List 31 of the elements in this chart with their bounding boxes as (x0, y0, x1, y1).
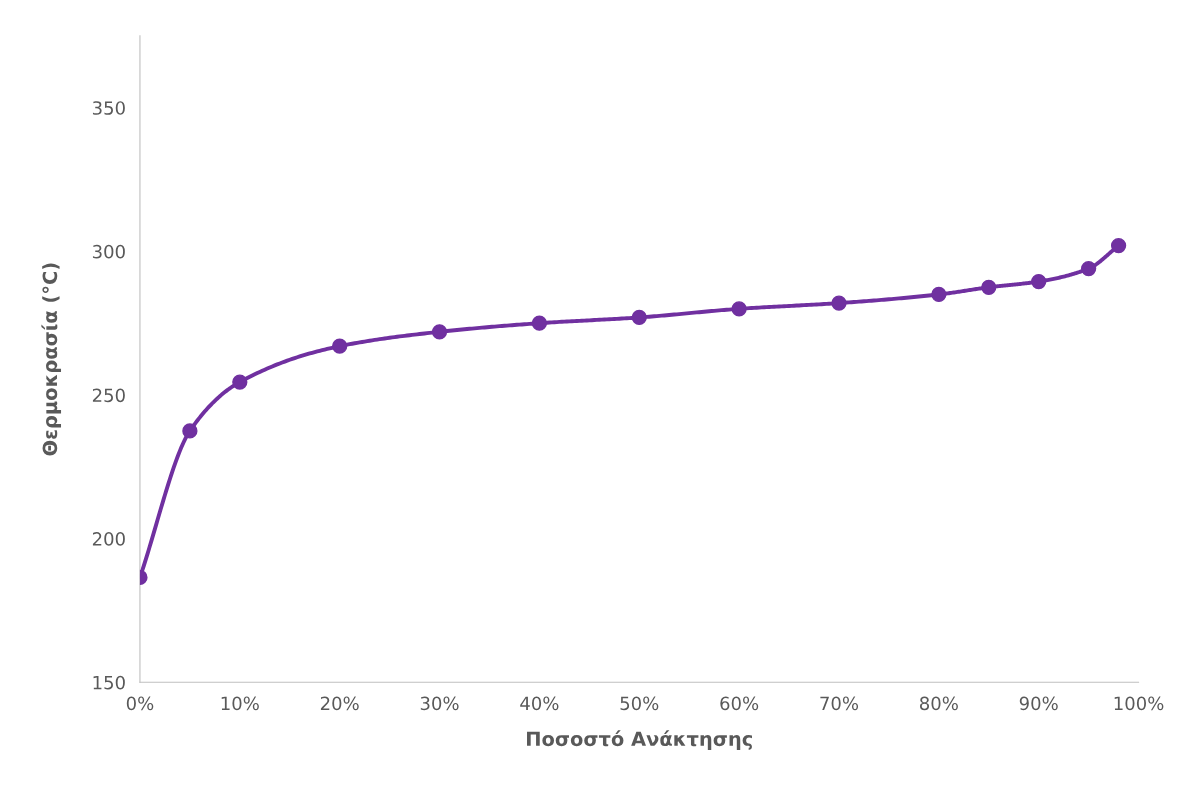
y-tick-label: 350 (92, 101, 125, 115)
x-axis-title: Ποσοστό Ανάκτησης (527, 730, 752, 750)
point (981, 279, 997, 295)
x-tick-label: 10% (221, 696, 259, 711)
x-tick-label: 70% (820, 696, 859, 711)
point (531, 315, 548, 331)
point (931, 286, 947, 303)
x-tick-label: 90% (1019, 696, 1058, 711)
point (332, 338, 348, 354)
y-axis-title: Θερμοκρασία (°C) (41, 263, 62, 456)
point (1031, 273, 1047, 290)
point (631, 309, 647, 326)
point (831, 295, 847, 311)
x-tick-label: 30% (420, 696, 459, 711)
x-tick-label: 40% (520, 696, 559, 711)
point (1110, 237, 1127, 254)
y-tick-label: 200 (92, 532, 125, 546)
point (731, 301, 747, 317)
point (182, 423, 198, 439)
point (431, 324, 448, 340)
x-tick-label: 0% (126, 696, 154, 711)
y-tick-label: 300 (92, 244, 125, 259)
point (1080, 260, 1097, 277)
x-tick-label: 80% (920, 696, 958, 711)
x-tick-label: 20% (320, 696, 359, 711)
y-tick-label: 150 (93, 675, 125, 690)
x-tick-label: 100% (1114, 696, 1164, 711)
x-tick-label: 60% (720, 696, 759, 711)
x-tick-label: 50% (620, 696, 659, 711)
y-tick-label: 250 (92, 388, 125, 403)
point (232, 374, 248, 390)
